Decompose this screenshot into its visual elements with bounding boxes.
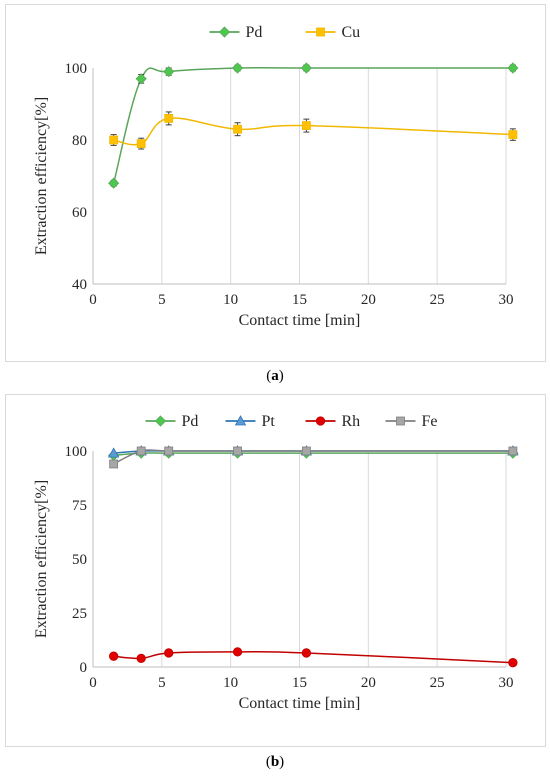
chart-b-series-line-fe <box>113 449 513 465</box>
legend-swatch-marker <box>218 26 231 38</box>
chart-b-gridlines <box>161 451 507 667</box>
legend-label-pd: Pd <box>246 24 263 41</box>
chart-a-y-tick-label: 60 <box>72 205 87 221</box>
chart-b-y-tick-label: 0 <box>80 660 88 676</box>
chart-a-x-axis-title: Contact time [min] <box>239 312 361 329</box>
data-point <box>301 446 311 456</box>
chart-a-gridlines <box>161 68 507 284</box>
chart-b-x-tick-label: 15 <box>292 675 307 691</box>
legend-swatch-marker <box>396 416 405 426</box>
legend-swatch-marker <box>154 415 167 427</box>
chart-a-x-tick-label: 15 <box>292 292 307 308</box>
data-point <box>233 124 242 134</box>
chart-a-y-axis-title: Extraction efficiency[%] <box>33 97 50 255</box>
data-point <box>108 177 120 189</box>
data-point <box>508 658 518 668</box>
chart-a-x-tick-label: 0 <box>89 292 97 308</box>
legend-swatch-marker <box>234 415 247 426</box>
data-point <box>109 651 119 661</box>
data-point <box>301 121 311 130</box>
chart-a-y-tick-label: 80 <box>72 133 87 149</box>
data-point <box>163 66 175 78</box>
data-point <box>508 446 518 456</box>
chart-a-x-tick-label: 30 <box>499 292 514 308</box>
chart-b-x-tick-label: 30 <box>499 675 514 691</box>
chart-a-svg: 40 60 80 100 0 5 10 15 20 25 30 Contact time [min] E… <box>33 24 519 329</box>
data-point <box>301 648 312 658</box>
chart-b-x-axis-title: Contact time [min] <box>239 695 361 712</box>
chart-a-series-line-cu <box>113 117 513 146</box>
data-point <box>508 130 518 139</box>
data-point <box>231 62 244 74</box>
chart-b-x-tick-label: 10 <box>223 675 238 691</box>
legend-label-pt: Pt <box>262 413 276 430</box>
legend-label-cu: Cu <box>342 24 361 41</box>
data-point <box>107 447 120 458</box>
caption-b-label: b <box>270 754 280 770</box>
data-point <box>507 62 519 74</box>
chart-a-series-pd <box>108 62 519 189</box>
chart-a-x-tick-label: 5 <box>158 292 166 308</box>
caption-b: (b) <box>265 754 285 770</box>
chart-a-y-tick-label: 100 <box>65 61 88 77</box>
chart-b-series-fe <box>109 446 518 469</box>
chart-panel-a: 40 60 80 100 0 5 10 15 20 25 30 Contact time [min] E… <box>5 4 546 362</box>
data-point <box>233 446 242 456</box>
data-point <box>300 62 312 74</box>
legend-label-rh: Rh <box>342 413 361 430</box>
caption-a: (a) <box>266 368 284 384</box>
chart-b-series-rh <box>109 647 518 668</box>
chart-b-y-tick-label: 100 <box>65 444 88 460</box>
chart-a-series-cu <box>109 111 518 150</box>
chart-b-svg: 0 25 50 75 100 0 5 10 15 20 25 30 Contact time [min]… <box>33 413 519 712</box>
data-point <box>109 135 119 145</box>
data-point <box>136 446 146 456</box>
legend-swatch-marker <box>316 27 325 37</box>
chart-b-x-tick-label: 0 <box>89 675 97 691</box>
chart-b-x-tick-label: 25 <box>430 675 445 691</box>
legend-label-pd: Pd <box>182 413 199 430</box>
chart-b-y-axis-title: Extraction efficiency[%] <box>33 480 50 638</box>
chart-panel-b: 0 25 50 75 100 0 5 10 15 20 25 30 Contact time [min]… <box>5 394 546 747</box>
data-point <box>136 139 146 149</box>
chart-b-y-tick-label: 25 <box>72 606 87 622</box>
data-point <box>109 459 119 469</box>
chart-b-y-tick-label: 50 <box>72 552 87 568</box>
data-point <box>136 653 146 664</box>
data-point <box>164 446 174 456</box>
data-point <box>164 114 174 123</box>
chart-b-x-tick-label: 20 <box>361 675 376 691</box>
chart-b-x-tick-label: 5 <box>158 675 166 691</box>
chart-b-legend: Pd Pt Rh Fe <box>145 413 438 430</box>
chart-a-x-tick-label: 20 <box>361 292 376 308</box>
chart-b-y-tick-label: 75 <box>72 498 87 514</box>
chart-a-series-line-pd <box>112 66 513 184</box>
chart-a-x-tick-label: 25 <box>430 292 445 308</box>
data-point <box>164 648 174 658</box>
chart-a-x-tick-label: 10 <box>223 292 238 308</box>
chart-a-legend: Pd Cu <box>209 24 361 41</box>
chart-b-series-line-rh <box>113 650 513 664</box>
legend-label-fe: Fe <box>422 413 438 430</box>
caption-a-label: a <box>271 368 279 384</box>
chart-a-y-tick-label: 40 <box>72 277 87 293</box>
data-point <box>232 647 243 657</box>
data-point <box>135 73 147 85</box>
legend-swatch-marker <box>315 416 326 426</box>
